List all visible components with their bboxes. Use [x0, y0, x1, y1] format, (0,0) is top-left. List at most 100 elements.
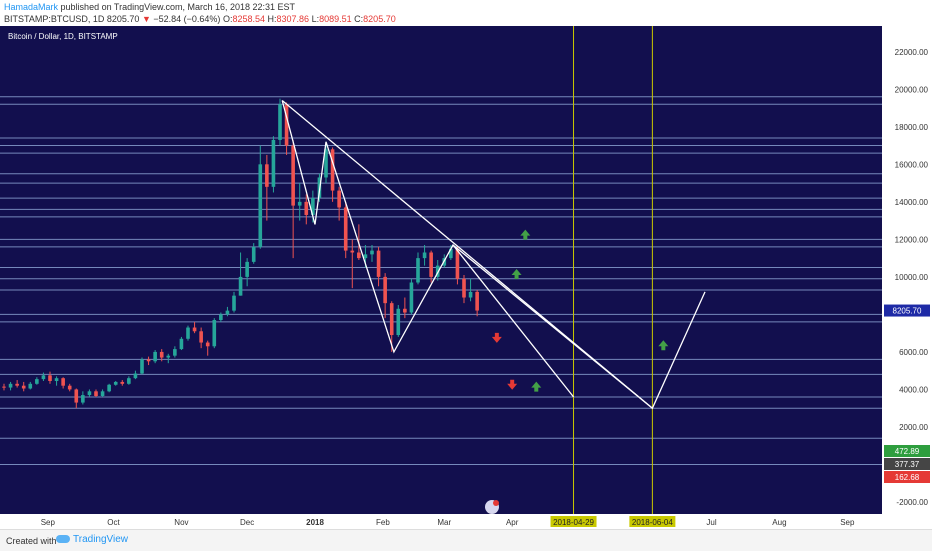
- candle[interactable]: [74, 388, 79, 409]
- candle[interactable]: [15, 380, 19, 388]
- plot-area[interactable]: [0, 26, 882, 514]
- candle[interactable]: [337, 186, 341, 221]
- pattern-line[interactable]: [452, 244, 706, 410]
- candle[interactable]: [192, 321, 197, 334]
- candle[interactable]: [416, 252, 420, 285]
- candle[interactable]: [127, 376, 131, 385]
- candle[interactable]: [146, 356, 151, 366]
- candle[interactable]: [422, 244, 427, 266]
- candle[interactable]: [225, 306, 230, 317]
- candle[interactable]: [107, 383, 111, 393]
- candle[interactable]: [219, 312, 223, 322]
- arrow-down-icon[interactable]: [491, 332, 502, 343]
- candle[interactable]: [212, 318, 217, 349]
- indicator-value-box: [884, 458, 930, 470]
- candle[interactable]: [166, 353, 171, 364]
- candle[interactable]: [449, 244, 453, 260]
- publish-line: HamadaMark published on TradingView.com,…: [4, 2, 295, 12]
- candle[interactable]: [468, 278, 473, 302]
- arrow-up-icon[interactable]: [658, 340, 669, 351]
- candle[interactable]: [291, 139, 295, 259]
- candle[interactable]: [48, 371, 52, 384]
- candle[interactable]: [429, 250, 433, 283]
- candle[interactable]: [186, 325, 190, 341]
- candle-body: [468, 291, 473, 298]
- y-tick-label: 2000.00: [899, 423, 928, 432]
- candle[interactable]: [140, 357, 144, 375]
- indicator-value-label: 377.37: [895, 460, 920, 469]
- candle[interactable]: [245, 258, 249, 287]
- candle[interactable]: [67, 383, 72, 392]
- candle[interactable]: [54, 376, 59, 386]
- candle-body: [291, 145, 295, 206]
- candle-body: [146, 359, 151, 362]
- candle[interactable]: [350, 239, 355, 289]
- candle[interactable]: [100, 389, 105, 397]
- candle[interactable]: [2, 383, 6, 391]
- candle[interactable]: [396, 305, 401, 337]
- candle[interactable]: [120, 380, 125, 386]
- candle[interactable]: [383, 273, 387, 319]
- candle[interactable]: [475, 290, 479, 317]
- candle[interactable]: [297, 183, 302, 221]
- candle-body: [422, 252, 427, 259]
- candle[interactable]: [8, 381, 13, 391]
- candle[interactable]: [61, 377, 65, 389]
- candle[interactable]: [113, 380, 118, 386]
- candle[interactable]: [28, 381, 33, 390]
- date-label: 2018-06-04: [632, 518, 673, 527]
- candle[interactable]: [81, 391, 85, 405]
- candle[interactable]: [153, 350, 157, 364]
- candle[interactable]: [278, 98, 282, 146]
- candle[interactable]: [87, 389, 92, 397]
- candle-body: [455, 248, 460, 279]
- candle-body: [107, 384, 111, 392]
- price-chart[interactable]: Bitcoin / Dollar, 1D, BITSTAMP 22000.00 2…: [0, 26, 932, 529]
- candle[interactable]: [133, 370, 138, 380]
- candle[interactable]: [330, 147, 335, 202]
- candle[interactable]: [21, 381, 26, 392]
- candle[interactable]: [205, 340, 210, 356]
- candle[interactable]: [304, 194, 309, 225]
- candle[interactable]: [370, 244, 374, 262]
- candle-body: [297, 201, 302, 206]
- candle[interactable]: [41, 372, 46, 381]
- candle[interactable]: [462, 275, 466, 304]
- candle[interactable]: [409, 278, 414, 315]
- x-tick-label: Aug: [772, 518, 786, 527]
- pattern-line[interactable]: [281, 100, 575, 398]
- candle[interactable]: [159, 349, 164, 362]
- candle[interactable]: [435, 259, 440, 281]
- candle[interactable]: [251, 243, 256, 264]
- candle[interactable]: [238, 252, 243, 296]
- candle[interactable]: [271, 136, 276, 193]
- candle[interactable]: [343, 201, 348, 259]
- tradingview-link[interactable]: TradingView: [56, 534, 128, 545]
- candle-body: [81, 395, 85, 403]
- candle[interactable]: [455, 246, 460, 285]
- indicator-value-box: [884, 471, 930, 483]
- candle[interactable]: [258, 145, 263, 249]
- candle-body: [363, 254, 368, 259]
- candle[interactable]: [324, 141, 328, 184]
- candle[interactable]: [265, 154, 269, 221]
- candle[interactable]: [199, 327, 203, 349]
- candle[interactable]: [35, 377, 39, 385]
- candle-body: [258, 164, 263, 247]
- candle[interactable]: [94, 389, 98, 397]
- chart-header: HamadaMark published on TradingView.com,…: [0, 0, 932, 26]
- arrow-down-icon[interactable]: [507, 379, 518, 390]
- arrow-up-icon[interactable]: [520, 229, 531, 240]
- candle[interactable]: [179, 336, 184, 351]
- author-link[interactable]: HamadaMark: [4, 2, 59, 12]
- candle[interactable]: [232, 291, 236, 313]
- candle[interactable]: [376, 246, 381, 287]
- change-down-icon: ▼: [141, 14, 151, 24]
- candle[interactable]: [284, 102, 289, 155]
- candle-body: [94, 391, 98, 397]
- arrow-up-icon[interactable]: [531, 381, 542, 392]
- low-value: 8089.51: [319, 14, 352, 24]
- candle[interactable]: [403, 297, 407, 319]
- candle[interactable]: [173, 346, 177, 358]
- arrow-up-icon[interactable]: [511, 269, 522, 280]
